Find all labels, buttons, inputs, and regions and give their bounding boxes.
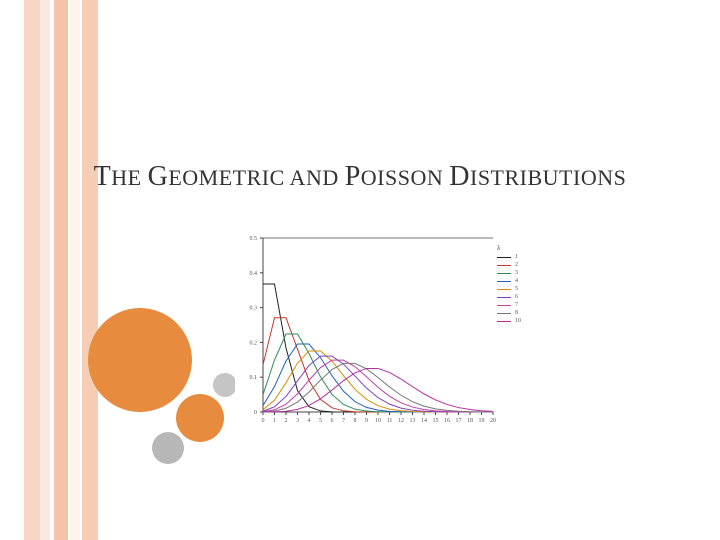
- series-line: [263, 360, 493, 412]
- legend-item: 7: [497, 301, 521, 309]
- legend-label: 2: [515, 262, 518, 268]
- y-tick-label: 0.1: [250, 375, 258, 381]
- legend-swatch: [497, 297, 511, 298]
- legend-label: 5: [515, 286, 518, 292]
- legend-swatch: [497, 313, 511, 314]
- legend-swatch: [497, 305, 511, 306]
- series-line: [263, 334, 493, 412]
- x-tick-label: 3: [296, 418, 299, 424]
- x-tick-label: 6: [331, 418, 334, 424]
- x-tick-label: 0: [262, 418, 265, 424]
- y-tick-label: 0.3: [250, 306, 258, 312]
- x-tick-label: 17: [456, 418, 462, 424]
- x-tick-label: 7: [342, 418, 345, 424]
- y-tick-label: 0.2: [250, 340, 258, 346]
- legend-item: 4: [497, 277, 521, 285]
- x-tick-label: 10: [375, 418, 381, 424]
- slide: THE GEOMETRIC AND POISSON DISTRIBUTIONS …: [0, 0, 720, 540]
- legend-label: 8: [515, 310, 518, 316]
- left-stripe: [40, 0, 50, 540]
- legend-label: 10: [515, 318, 521, 324]
- x-tick-label: 1: [273, 418, 276, 424]
- x-tick-label: 13: [410, 418, 416, 424]
- left-stripe: [24, 0, 40, 540]
- legend-item: 3: [497, 269, 521, 277]
- legend-item: 2: [497, 261, 521, 269]
- legend-swatch: [497, 281, 511, 282]
- title-band: THE GEOMETRIC AND POISSON DISTRIBUTIONS: [0, 155, 720, 199]
- legend-swatch: [497, 265, 511, 266]
- x-tick-label: 12: [398, 418, 404, 424]
- legend-item: 10: [497, 317, 521, 325]
- decorative-circle: [213, 373, 237, 397]
- slide-title: THE GEOMETRIC AND POISSON DISTRIBUTIONS: [94, 161, 627, 193]
- legend-label: 7: [515, 302, 518, 308]
- decorative-circle: [88, 308, 192, 412]
- legend-swatch: [497, 257, 511, 258]
- left-stripe: [70, 0, 80, 540]
- decorative-circle: [152, 432, 184, 464]
- x-tick-label: 19: [479, 418, 485, 424]
- x-tick-label: 15: [433, 418, 439, 424]
- legend-swatch: [497, 321, 511, 322]
- legend-item: 1: [497, 253, 521, 261]
- left-stripe: [82, 0, 98, 540]
- x-tick-label: 9: [365, 418, 368, 424]
- y-tick-label: 0.4: [250, 271, 258, 277]
- legend-label: 6: [515, 294, 518, 300]
- x-tick-label: 18: [467, 418, 473, 424]
- legend-label: 3: [515, 270, 518, 276]
- y-tick-label: 0.5: [250, 236, 258, 242]
- x-tick-label: 14: [421, 418, 427, 424]
- x-tick-label: 5: [319, 418, 322, 424]
- x-tick-label: 20: [490, 418, 496, 424]
- x-tick-label: 2: [285, 418, 288, 424]
- poisson-chart: 00.10.20.30.40.5012345678910111213141516…: [235, 230, 555, 430]
- chart-legend: λ 1 2 3 4 5 6 7 8 10: [497, 244, 521, 325]
- legend-item: 6: [497, 293, 521, 301]
- x-tick-label: 16: [444, 418, 450, 424]
- x-tick-label: 11: [387, 418, 393, 424]
- legend-item: 8: [497, 309, 521, 317]
- legend-swatch: [497, 289, 511, 290]
- legend-swatch: [497, 273, 511, 274]
- series-line: [263, 356, 493, 412]
- y-tick-label: 0: [254, 410, 257, 416]
- legend-label: 4: [515, 278, 518, 284]
- decorative-circle: [176, 394, 224, 442]
- legend-label: 1: [515, 254, 518, 260]
- legend-title: λ: [497, 244, 521, 252]
- left-stripe: [54, 0, 68, 540]
- legend-item: 5: [497, 285, 521, 293]
- x-tick-label: 4: [308, 418, 311, 424]
- x-tick-label: 8: [354, 418, 357, 424]
